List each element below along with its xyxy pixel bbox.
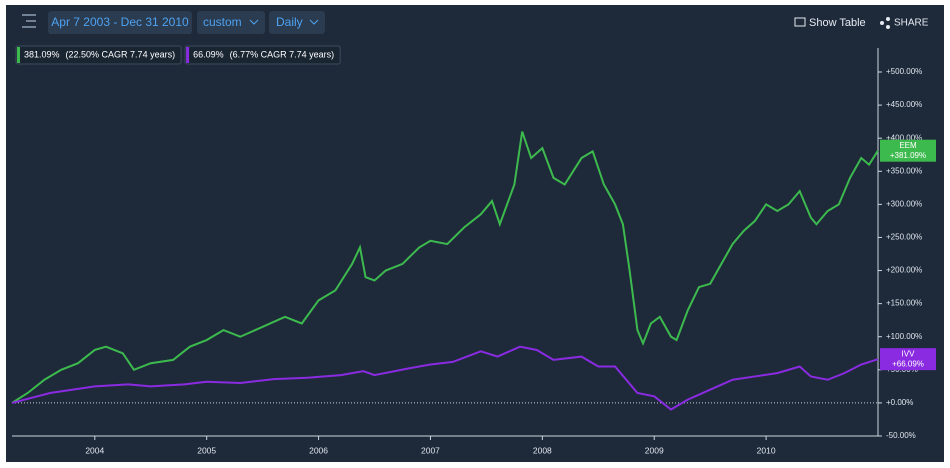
y-tick-label: +500.00% — [886, 67, 922, 76]
end-tag-name: IVV — [902, 349, 916, 358]
end-tag — [880, 139, 936, 162]
y-tick-label: +100.00% — [886, 332, 922, 341]
end-tag-value: +66.09% — [892, 359, 924, 368]
legend-cagr: (22.50% CAGR 7.74 years) — [66, 49, 176, 59]
y-tick-label: +0.00% — [886, 398, 913, 407]
background — [6, 5, 944, 462]
y-tick-label: +300.00% — [886, 199, 922, 208]
x-tick-label: 2004 — [85, 445, 104, 455]
back-icon[interactable] — [22, 14, 36, 28]
legend-item: 66.09% (6.77% CAGR 7.74 years) — [184, 45, 341, 65]
legend-box — [184, 45, 341, 65]
x-tick-label: 2005 — [197, 445, 216, 455]
end-tag-value: +381.09% — [890, 151, 926, 160]
date-range-button[interactable] — [48, 11, 192, 34]
legend-cagr: (6.77% CAGR 7.74 years) — [230, 49, 335, 59]
x-tick-label: 2006 — [309, 445, 328, 455]
range-mode[interactable]: custom — [203, 15, 242, 29]
frequency[interactable]: Daily — [276, 15, 303, 29]
series-line — [11, 345, 879, 411]
y-tick-label: +200.00% — [886, 266, 922, 275]
date-range[interactable]: Apr 7 2003 - Dec 31 2010 — [51, 15, 189, 29]
y-tick-label: +150.00% — [886, 299, 922, 308]
series-line — [11, 131, 879, 404]
y-tick-label: +350.00% — [886, 166, 922, 175]
end-tag-name: EEM — [899, 141, 917, 150]
x-tick-label: 2009 — [645, 445, 664, 455]
x-tick-label: 2010 — [757, 445, 776, 455]
legend-item: 381.09% (22.50% CAGR 7.74 years) — [15, 45, 182, 65]
x-tick-label: 2008 — [533, 445, 552, 455]
legend-value: 381.09% — [24, 49, 60, 59]
y-tick-label: -50.00% — [886, 431, 916, 440]
show-table[interactable]: Show Table — [809, 17, 866, 29]
dropdown-caret — [249, 19, 259, 25]
y-tick-label: +400.00% — [886, 133, 922, 142]
range-mode-button[interactable] — [197, 11, 265, 34]
share[interactable]: SHARE — [894, 18, 929, 29]
y-tick-label: +250.00% — [886, 233, 922, 242]
legend-swatch — [17, 47, 20, 63]
end-tag — [880, 348, 936, 371]
y-tick-label: +450.00% — [886, 100, 922, 109]
dropdown-caret — [309, 19, 319, 25]
legend-box — [15, 45, 182, 65]
legend-value: 66.09% — [193, 49, 224, 59]
legend-swatch — [186, 47, 190, 63]
share-icon — [880, 17, 890, 29]
table-icon — [794, 17, 806, 27]
x-tick-label: 2007 — [421, 445, 440, 455]
frequency-button[interactable] — [269, 11, 325, 34]
